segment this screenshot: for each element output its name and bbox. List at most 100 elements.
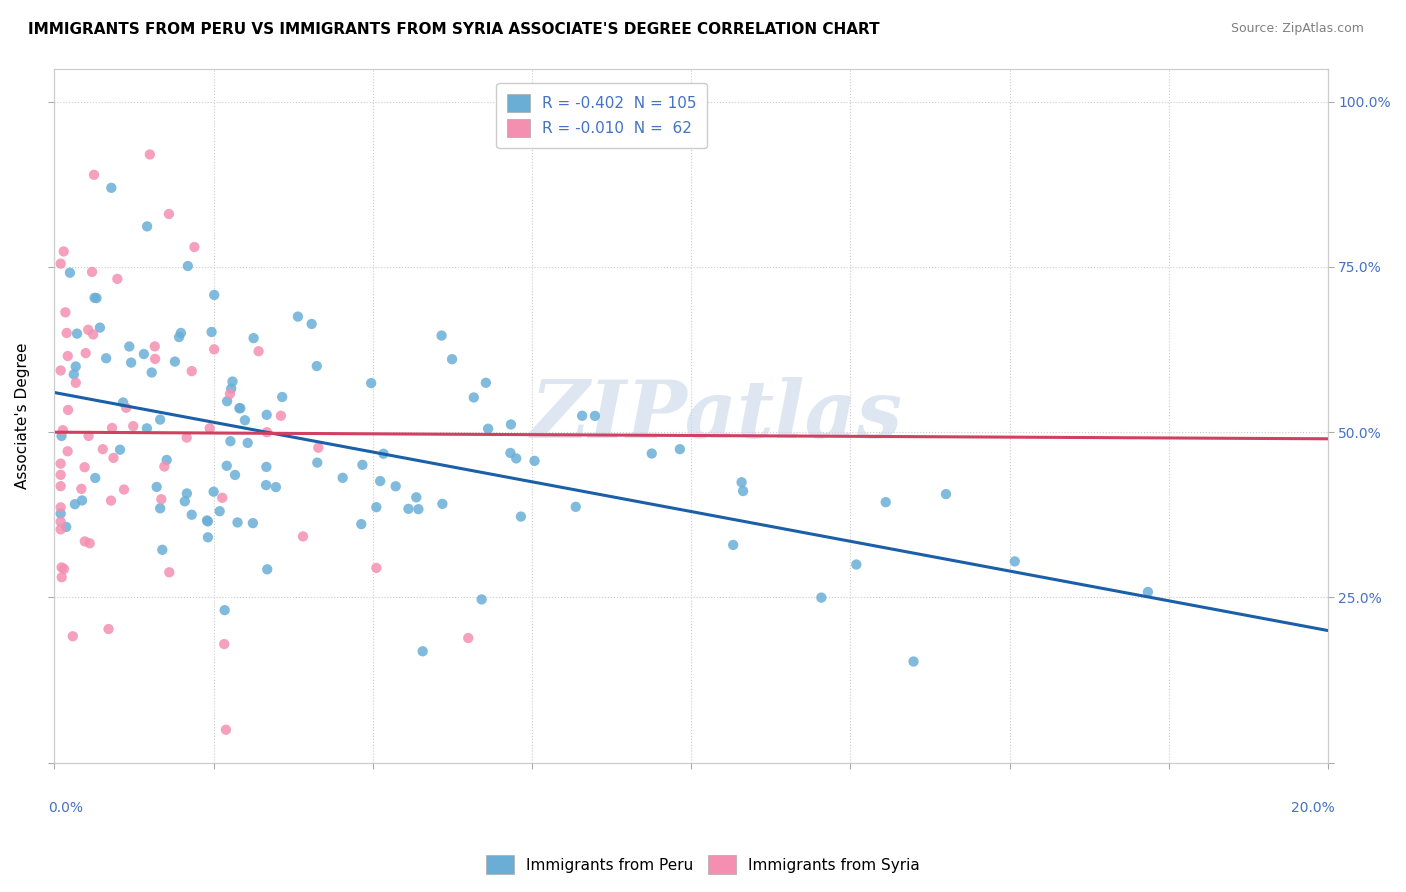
Point <box>77 323 100 337</box>
Point <box>49 522 72 536</box>
Point <box>242 516 264 530</box>
Point <box>83 168 105 182</box>
Point <box>51 560 73 574</box>
Point <box>143 339 166 353</box>
Point <box>366 500 388 515</box>
Point <box>180 508 202 522</box>
Point <box>73 534 96 549</box>
Point <box>301 317 323 331</box>
Point <box>641 446 664 460</box>
Point <box>499 417 522 432</box>
Point <box>463 391 485 405</box>
Point <box>86 291 108 305</box>
Point <box>352 458 374 472</box>
Point <box>80 265 103 279</box>
Point <box>56 444 79 458</box>
Point <box>122 419 145 434</box>
Point <box>398 501 420 516</box>
Point <box>219 434 242 449</box>
Point <box>91 442 114 457</box>
Point <box>59 266 82 280</box>
Point <box>233 413 256 427</box>
Point <box>49 363 72 377</box>
Legend: R = -0.402  N = 105, R = -0.010  N =  62: R = -0.402 N = 105, R = -0.010 N = 62 <box>496 83 707 148</box>
Point <box>52 423 75 437</box>
Point <box>307 456 329 470</box>
Point <box>118 339 141 353</box>
Point <box>65 376 87 390</box>
Point <box>132 347 155 361</box>
Point <box>211 491 233 505</box>
Point <box>264 480 287 494</box>
Point <box>408 502 430 516</box>
Point <box>157 207 180 221</box>
Point <box>183 240 205 254</box>
Point <box>176 486 198 500</box>
Point <box>292 529 315 543</box>
Point <box>583 409 606 423</box>
Point <box>254 459 277 474</box>
Point <box>141 366 163 380</box>
Point <box>368 474 391 488</box>
Point <box>51 429 73 443</box>
Point <box>360 376 382 391</box>
Point <box>70 493 93 508</box>
Point <box>63 497 86 511</box>
Text: Source: ZipAtlas.com: Source: ZipAtlas.com <box>1230 22 1364 36</box>
Point <box>173 494 195 508</box>
Point <box>176 431 198 445</box>
Point <box>49 467 72 482</box>
Point <box>430 328 453 343</box>
Point <box>217 394 239 409</box>
Text: IMMIGRANTS FROM PERU VS IMMIGRANTS FROM SYRIA ASSOCIATE'S DEGREE CORRELATION CHA: IMMIGRANTS FROM PERU VS IMMIGRANTS FROM … <box>28 22 880 37</box>
Point <box>730 475 752 490</box>
Point <box>53 305 76 319</box>
Point <box>49 515 72 529</box>
Text: ZIPatlas: ZIPatlas <box>530 377 903 454</box>
Point <box>215 723 238 737</box>
Point <box>149 412 172 426</box>
Legend: Immigrants from Peru, Immigrants from Syria: Immigrants from Peru, Immigrants from Sy… <box>479 849 927 880</box>
Point <box>721 538 744 552</box>
Point <box>150 492 173 507</box>
Point <box>105 272 128 286</box>
Point <box>97 622 120 636</box>
Point <box>254 478 277 492</box>
Point <box>270 409 292 423</box>
Point <box>101 421 124 435</box>
Point <box>96 351 118 366</box>
Point <box>256 408 278 422</box>
Point <box>143 351 166 366</box>
Point <box>256 425 278 440</box>
Point <box>215 458 238 473</box>
Point <box>412 644 434 658</box>
Point <box>287 310 309 324</box>
Point <box>55 520 77 534</box>
Point <box>65 359 87 374</box>
Point <box>202 288 225 302</box>
Point <box>100 181 122 195</box>
Point <box>49 507 72 521</box>
Point <box>49 500 72 515</box>
Text: 0.0%: 0.0% <box>48 801 83 815</box>
Point <box>471 592 494 607</box>
Point <box>198 421 221 435</box>
Point <box>373 447 395 461</box>
Point <box>477 422 499 436</box>
Point <box>247 344 270 359</box>
Point <box>112 395 135 409</box>
Point <box>242 331 264 345</box>
Point <box>73 460 96 475</box>
Point <box>236 436 259 450</box>
Point <box>935 487 957 501</box>
Point <box>139 147 162 161</box>
Point <box>197 515 219 529</box>
Point <box>219 387 242 401</box>
Point <box>1136 585 1159 599</box>
Point <box>145 480 167 494</box>
Point <box>432 497 454 511</box>
Point <box>221 375 243 389</box>
Point <box>845 558 868 572</box>
Point <box>177 259 200 273</box>
Point <box>49 479 72 493</box>
